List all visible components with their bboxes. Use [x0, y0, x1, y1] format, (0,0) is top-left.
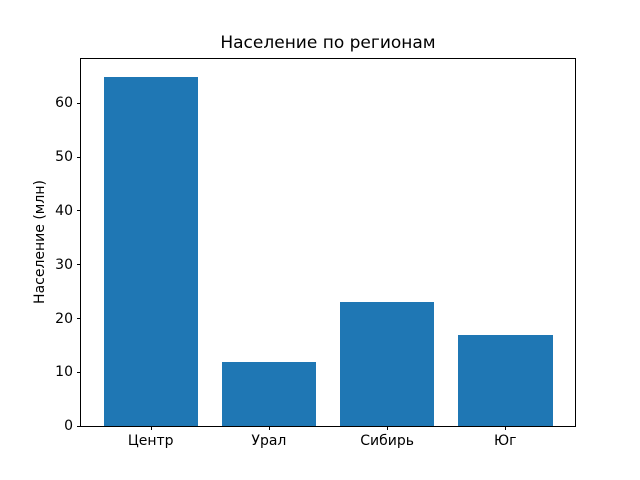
- x-tick-mark: [268, 426, 270, 430]
- y-tick-label: 20: [55, 310, 73, 327]
- chart-title: Население по регионам: [220, 33, 436, 53]
- x-tick-mark: [505, 426, 507, 430]
- y-tick-mark: [77, 210, 81, 212]
- plot-area: Центр Урал Сибирь Юг 0 10 20 30 40 50 60: [55, 58, 576, 449]
- x-tick-label: Сибирь: [360, 433, 414, 449]
- y-tick-mark: [77, 102, 81, 104]
- y-axis-label: Население (млн): [32, 180, 48, 304]
- y-tick-label: 0: [64, 418, 73, 434]
- bar-Юг: [458, 334, 553, 426]
- y-tick-label: 40: [55, 202, 73, 219]
- y-tick-label: 50: [55, 149, 73, 166]
- x-tick-label: Центр: [127, 433, 174, 449]
- bar-Урал: [221, 361, 317, 426]
- y-tick-mark: [77, 156, 81, 158]
- x-tick-mark: [387, 426, 389, 430]
- y-tick-label: 30: [55, 256, 73, 273]
- bar-Центр: [103, 76, 198, 426]
- y-tick-label: 10: [55, 364, 73, 381]
- y-tick-mark: [77, 318, 81, 319]
- x-tick-label: Урал: [251, 433, 287, 449]
- y-tick-mark: [77, 371, 81, 373]
- x-tick-label: Юг: [494, 433, 517, 449]
- y-tick-label: 60: [55, 95, 73, 112]
- y-tick-mark: [77, 425, 81, 427]
- y-tick-mark: [77, 264, 81, 266]
- x-tick-mark: [150, 426, 152, 430]
- bar-Сибирь: [339, 302, 435, 426]
